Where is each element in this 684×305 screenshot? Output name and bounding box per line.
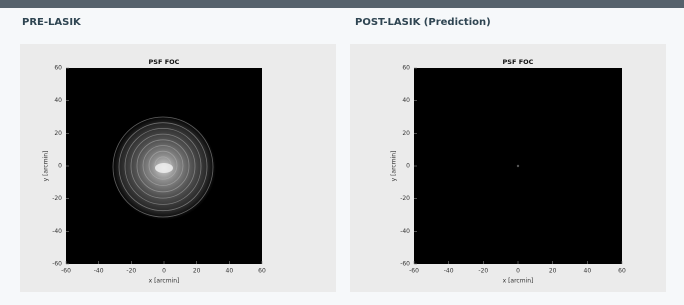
y-tick-label: -40 bbox=[52, 228, 62, 235]
y-tick-label: 20 bbox=[54, 130, 62, 137]
y-tick-label: -40 bbox=[400, 228, 410, 235]
x-tick-label: -20 bbox=[126, 268, 136, 275]
y-tick-label: 40 bbox=[402, 97, 410, 104]
x-tick-label: -40 bbox=[444, 268, 454, 275]
x-tick-label: 40 bbox=[226, 268, 234, 275]
psf-core bbox=[155, 163, 173, 173]
y-tick-label: -60 bbox=[400, 261, 410, 268]
top-bar bbox=[0, 0, 684, 8]
x-tick-label: 20 bbox=[193, 268, 201, 275]
x-tick-label: -60 bbox=[409, 268, 419, 275]
y-tick-label: 60 bbox=[54, 65, 62, 72]
y-tick-label: -20 bbox=[400, 195, 410, 202]
panel-heading: PRE-LASIK bbox=[22, 17, 82, 28]
x-tick-label: 0 bbox=[516, 268, 520, 275]
y-tick-label: 0 bbox=[406, 163, 410, 170]
x-tick-label: 60 bbox=[618, 268, 626, 275]
y-axis-label: y [arcmin] bbox=[391, 151, 398, 182]
plot-title: PSF FOC bbox=[503, 58, 534, 66]
y-axis-label: y [arcmin] bbox=[43, 151, 50, 182]
x-tick-label: -60 bbox=[61, 268, 71, 275]
x-tick-label: 0 bbox=[162, 268, 166, 275]
x-tick-label: -40 bbox=[94, 268, 104, 275]
y-tick-label: -60 bbox=[52, 261, 62, 268]
screenshot: PRE-LASIK PSF FOC -60 -40 -20 0 20 40 60 -60 -40 -2… bbox=[0, 0, 684, 305]
plot-title: PSF FOC bbox=[149, 58, 180, 66]
psf-spot bbox=[517, 165, 519, 167]
panel-heading: POST-LASIK (Prediction) bbox=[355, 17, 491, 28]
y-tick-label: -20 bbox=[52, 195, 62, 202]
x-tick-label: 20 bbox=[549, 268, 557, 275]
x-tick-label: 60 bbox=[258, 268, 266, 275]
x-axis-label: x [arcmin] bbox=[503, 278, 534, 285]
y-tick-label: 60 bbox=[402, 65, 410, 72]
x-tick-label: -20 bbox=[478, 268, 488, 275]
y-tick-label: 0 bbox=[58, 163, 62, 170]
x-axis-label: x [arcmin] bbox=[149, 278, 180, 285]
y-tick-label: 40 bbox=[54, 97, 62, 104]
x-tick-label: 40 bbox=[584, 268, 592, 275]
y-tick-label: 20 bbox=[402, 130, 410, 137]
